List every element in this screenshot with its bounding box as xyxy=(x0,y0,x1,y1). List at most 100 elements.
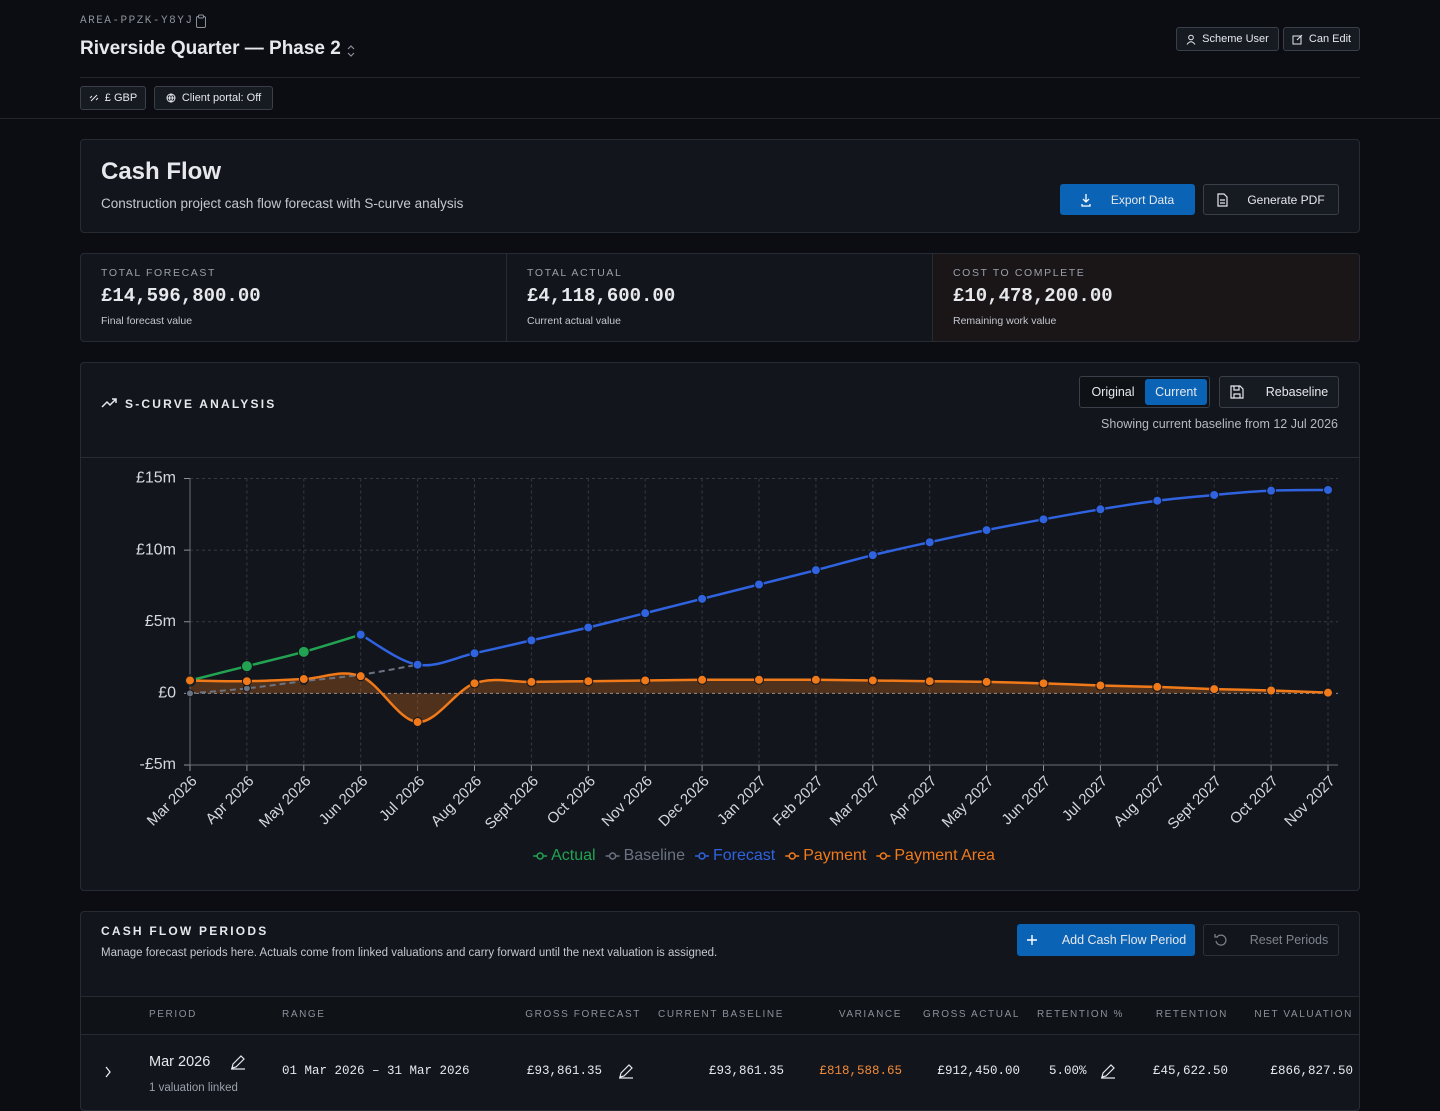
legend-dot xyxy=(536,852,544,860)
data-point xyxy=(185,675,195,686)
edit-forecast-icon[interactable] xyxy=(618,1063,634,1079)
legend-label: Baseline xyxy=(624,847,685,864)
currency-tag[interactable]: £ GBP xyxy=(80,86,146,110)
data-point xyxy=(981,525,992,536)
trend-icon xyxy=(101,398,117,408)
data-point xyxy=(412,659,423,670)
legend-label: Actual xyxy=(551,847,595,864)
data-point xyxy=(754,674,764,685)
data-point xyxy=(583,676,594,687)
x-tick-label: Nov 2026 xyxy=(598,773,655,830)
data-point xyxy=(924,537,935,548)
data-point xyxy=(298,674,309,685)
currency: £ GBP xyxy=(104,92,138,104)
legend-label: Payment xyxy=(803,847,867,864)
data-point xyxy=(1152,681,1163,692)
stat-divider xyxy=(932,254,933,341)
legend: Actual Baseline Forecast Payment Payment Are… xyxy=(533,847,995,864)
copy-icon[interactable] xyxy=(195,14,207,28)
client-portal: Client portal: Off xyxy=(181,92,262,104)
legend-item[interactable]: Forecast xyxy=(694,847,776,864)
y-tick-label: -£5m xyxy=(140,756,176,773)
legend-item[interactable]: Payment Area xyxy=(876,847,995,864)
stat-note: Final forecast value xyxy=(101,315,193,327)
add-period-button[interactable]: Add Cash Flow Period xyxy=(1017,924,1195,956)
toggle-current[interactable]: Current xyxy=(1145,379,1207,405)
pdf-button[interactable]: Generate PDF xyxy=(1203,184,1339,215)
data-point xyxy=(981,676,992,687)
file-icon xyxy=(1217,192,1228,207)
legend-label: Forecast xyxy=(713,847,776,864)
data-point xyxy=(186,689,194,698)
x-tick-label: Mar 2026 xyxy=(144,773,201,830)
pdf-label: Generate PDF xyxy=(1247,192,1325,207)
x-tick-label: Jun 2026 xyxy=(316,773,372,829)
data-point xyxy=(241,676,252,687)
x-tick-label: Aug 2027 xyxy=(1110,773,1167,830)
legend-item[interactable]: Actual xyxy=(533,847,596,864)
user-role-button[interactable]: Scheme User xyxy=(1176,27,1279,51)
x-tick-label: Jul 2026 xyxy=(376,773,428,825)
edit-retention-icon[interactable] xyxy=(1100,1063,1116,1079)
table-header-row xyxy=(81,996,1359,1035)
data-point xyxy=(1152,495,1163,506)
column-header: NET VALUATION xyxy=(1254,1009,1353,1020)
plus-icon xyxy=(1026,935,1037,945)
x-tick-label: Oct 2027 xyxy=(1227,773,1282,828)
x-tick-label: Aug 2026 xyxy=(428,773,485,830)
rebaseline-button[interactable]: Rebaseline xyxy=(1219,376,1339,408)
data-point xyxy=(810,674,821,685)
valuation-link: 1 valuation linked xyxy=(149,1082,238,1094)
legend-dot xyxy=(879,852,888,860)
stat-value: £4,118,600.00 xyxy=(527,285,676,307)
stat-label: TOTAL ACTUAL xyxy=(527,267,623,279)
cash-flow-subtitle: Construction project cash flow forecast … xyxy=(101,196,464,211)
client-portal-tag[interactable]: Client portal: Off xyxy=(154,86,273,110)
y-tick-label: £5m xyxy=(145,613,176,630)
data-point xyxy=(810,565,821,576)
data-point xyxy=(1323,687,1333,698)
column-header: RETENTION xyxy=(1155,1009,1228,1020)
series-line xyxy=(360,488,1329,667)
legend-item[interactable]: Baseline xyxy=(605,847,685,864)
permission-button[interactable]: Can Edit xyxy=(1283,27,1360,51)
y-tick-label: £10m xyxy=(136,541,176,558)
x-tick-label: Apr 2026 xyxy=(202,773,257,828)
period-name: Mar 2026 xyxy=(149,1054,211,1070)
data-point xyxy=(355,629,366,640)
stat-value: £10,478,200.00 xyxy=(953,285,1113,307)
edit-period-icon[interactable] xyxy=(230,1054,246,1070)
legend-label: Payment Area xyxy=(894,847,995,864)
export-button[interactable]: Export Data xyxy=(1060,184,1195,215)
data-point xyxy=(355,671,366,682)
x-tick-label: Nov 2027 xyxy=(1281,773,1338,830)
x-tick-label: Dec 2026 xyxy=(655,773,712,830)
data-point xyxy=(1038,678,1049,689)
expand-icon[interactable] xyxy=(104,1066,112,1078)
x-tick-label: May 2027 xyxy=(939,773,998,832)
data-point xyxy=(640,675,651,686)
legend-dot xyxy=(698,852,706,860)
select-icon[interactable] xyxy=(346,44,356,58)
edit-icon xyxy=(1292,34,1303,44)
data-point xyxy=(754,579,764,590)
x-tick-label: Jul 2027 xyxy=(1059,773,1111,825)
globe-icon xyxy=(166,93,176,103)
stat-divider xyxy=(506,254,507,341)
toggle-original[interactable]: Original xyxy=(1091,385,1135,399)
period-range: 01 Mar 2026 – 31 Mar 2026 xyxy=(282,1064,470,1078)
x-tick-label: Jan 2027 xyxy=(714,773,770,829)
y-tick-label: £0 xyxy=(158,685,176,702)
project-title: Riverside Quarter — Phase 2 xyxy=(80,38,341,59)
data-point xyxy=(1266,685,1277,696)
reset-periods-button[interactable]: Reset Periods xyxy=(1203,924,1339,956)
legend-item[interactable]: Payment xyxy=(785,847,867,864)
legend-dot xyxy=(608,852,617,860)
column-header: CURRENT BASELINE xyxy=(658,1009,784,1020)
data-point xyxy=(1095,504,1106,515)
project-code: AREA-PPZK-Y8YJ xyxy=(80,15,194,27)
column-header: GROSS ACTUAL xyxy=(923,1009,1020,1020)
add-period-label: Add Cash Flow Period xyxy=(1061,933,1187,947)
